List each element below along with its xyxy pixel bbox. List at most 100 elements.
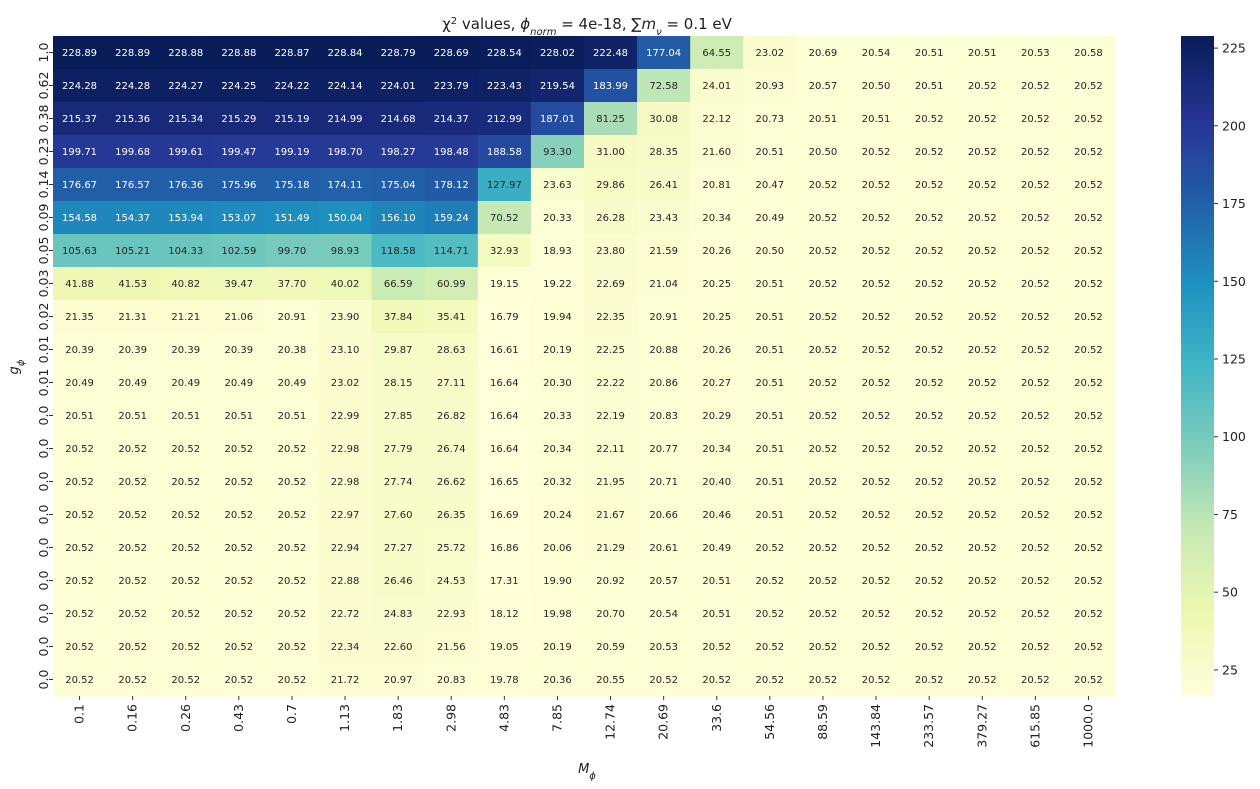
heatmap-cell-label: 27.27 <box>384 543 413 554</box>
x-axis-ticks: 0.1 0.16 0.26 0.43 0.7 1.13 1.83 2.98 4.83 7.85 12… <box>72 696 1095 748</box>
heatmap-cell <box>159 399 213 433</box>
heatmap-cell <box>902 69 957 103</box>
heatmap-cell <box>159 531 213 565</box>
heatmap-cell-label: 20.52 <box>118 576 147 587</box>
heatmap-cell-label: 20.52 <box>809 411 838 422</box>
heatmap-cell <box>53 168 107 202</box>
heatmap-cell <box>106 399 160 433</box>
heatmap-cell <box>530 630 585 664</box>
heatmap-cell <box>371 498 426 532</box>
heatmap-cell <box>53 399 107 433</box>
heatmap-cell-label: 18.93 <box>543 246 572 257</box>
heatmap-cell-label: 20.32 <box>543 477 572 488</box>
heatmap-cell-label: 20.52 <box>915 642 944 653</box>
heatmap-cell-label: 20.86 <box>649 378 678 389</box>
heatmap-cell-label: 20.52 <box>702 675 731 686</box>
heatmap-cell <box>424 663 479 697</box>
heatmap-cell <box>318 366 373 400</box>
heatmap-cell-label: 20.52 <box>968 444 997 455</box>
heatmap-cell <box>690 531 744 565</box>
heatmap-cell <box>584 102 638 136</box>
heatmap-cell-label: 22.25 <box>596 345 625 356</box>
heatmap-cell-label: 23.43 <box>649 213 678 224</box>
x-tick-label: 7.85 <box>549 704 564 732</box>
heatmap-cell-label: 20.51 <box>756 477 785 488</box>
heatmap-cell-label: 22.93 <box>437 609 466 620</box>
heatmap-cell <box>106 201 160 235</box>
heatmap-cell-label: 22.35 <box>596 312 625 323</box>
heatmap-cell <box>955 300 1010 334</box>
heatmap-cell <box>159 201 213 235</box>
heatmap-cell <box>159 135 213 169</box>
heatmap-cell-label: 20.52 <box>1074 213 1103 224</box>
heatmap-cell <box>106 300 160 334</box>
heatmap-cell-label: 16.69 <box>490 510 519 521</box>
heatmap-cell <box>424 597 479 631</box>
heatmap-cell <box>212 201 266 235</box>
heatmap-cell-label: 20.52 <box>809 180 838 191</box>
heatmap-cell-label: 20.52 <box>809 345 838 356</box>
heatmap-cell <box>1008 267 1063 301</box>
heatmap-cell-label: 187.01 <box>540 114 575 125</box>
heatmap-cell-label: 24.01 <box>702 81 731 92</box>
heatmap-cell-label: 20.51 <box>915 48 944 59</box>
heatmap-cell <box>424 399 479 433</box>
heatmap-cell-label: 27.85 <box>384 411 413 422</box>
heatmap-cell-label: 20.49 <box>171 378 200 389</box>
heatmap-cell <box>584 168 638 202</box>
heatmap-cell-label: 20.52 <box>278 576 307 587</box>
heatmap-cell <box>1061 564 1116 598</box>
heatmap-cell-label: 214.99 <box>328 114 363 125</box>
heatmap-cell-label: 20.52 <box>1074 411 1103 422</box>
heatmap-cell <box>849 69 904 103</box>
y-tick-label: 0.0 <box>36 571 51 591</box>
heatmap-cell <box>106 465 160 499</box>
heatmap-cell-label: 20.52 <box>1074 642 1103 653</box>
heatmap-cell-label: 20.52 <box>968 312 997 323</box>
heatmap-cell <box>690 267 744 301</box>
heatmap-cell-label: 20.51 <box>278 411 307 422</box>
heatmap-cell <box>743 465 797 499</box>
heatmap-cell <box>849 333 904 367</box>
heatmap-cell <box>902 531 957 565</box>
heatmap-cell <box>265 69 320 103</box>
heatmap-cell-label: 228.89 <box>115 48 150 59</box>
heatmap-cell-label: 23.90 <box>331 312 360 323</box>
heatmap-cell-label: 22.34 <box>331 642 360 653</box>
heatmap-cell-label: 20.52 <box>915 675 944 686</box>
heatmap-cell-label: 20.52 <box>862 246 891 257</box>
heatmap-cell-label: 20.52 <box>1021 675 1050 686</box>
heatmap-cell-label: 20.52 <box>1074 114 1103 125</box>
heatmap-cell-label: 20.52 <box>1021 576 1050 587</box>
heatmap-cell-label: 20.30 <box>543 378 572 389</box>
heatmap-cell <box>371 465 426 499</box>
heatmap-cell-label: 199.61 <box>168 147 203 158</box>
heatmap-cell-label: 20.52 <box>171 642 200 653</box>
heatmap-cell-label: 35.41 <box>437 312 466 323</box>
heatmap-cell <box>318 399 373 433</box>
heatmap-cell <box>584 267 638 301</box>
heatmap-cell-label: 20.52 <box>1021 642 1050 653</box>
heatmap-cell <box>796 135 851 169</box>
heatmap-cell <box>53 432 107 466</box>
heatmap-cell-label: 20.52 <box>1074 147 1103 158</box>
heatmap-cell-label: 20.59 <box>596 642 625 653</box>
heatmap-cell <box>955 102 1010 136</box>
heatmap-cell-label: 20.52 <box>1021 213 1050 224</box>
heatmap-cell-label: 224.25 <box>221 81 256 92</box>
heatmap-cell-label: 20.52 <box>968 147 997 158</box>
heatmap-cell-label: 20.52 <box>756 543 785 554</box>
heatmap-cell <box>212 135 266 169</box>
heatmap-cell <box>318 465 373 499</box>
heatmap-cell <box>743 366 797 400</box>
heatmap-cell-label: 20.52 <box>1074 378 1103 389</box>
heatmap-cell-label: 20.52 <box>862 378 891 389</box>
heatmap-cell-label: 29.86 <box>596 180 625 191</box>
heatmap-cell <box>159 366 213 400</box>
heatmap-cell <box>53 69 107 103</box>
heatmap-cell-label: 26.28 <box>596 213 625 224</box>
heatmap-cell-label: 20.57 <box>649 576 678 587</box>
heatmap-cell-label: 215.29 <box>221 114 256 125</box>
heatmap-cell <box>796 168 851 202</box>
heatmap-cell <box>796 333 851 367</box>
